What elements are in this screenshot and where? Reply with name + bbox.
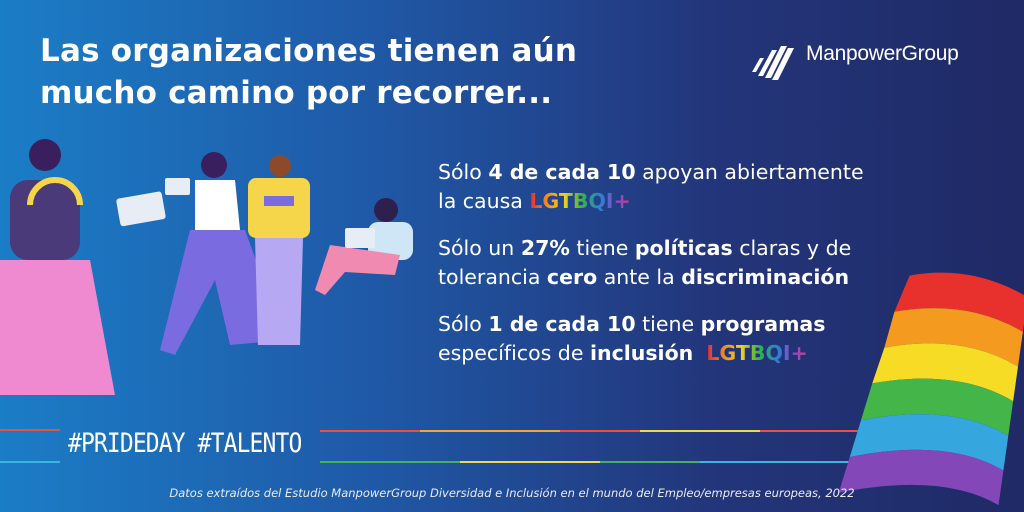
statement-normal: específicos de [438, 312, 832, 365]
title-line: Las organizaciones tienen aún [40, 33, 578, 69]
hashtags: #PRIDEDAY #TALENTO [68, 428, 302, 459]
illustration [0, 139, 413, 395]
statement-normal: Sólo un [438, 236, 521, 260]
title-line: mucho camino por recorrer... [40, 75, 553, 111]
rainbow-lines [0, 429, 870, 463]
statements: Sólo 4 de cada 10 apoyan abiertamente la… [438, 158, 888, 386]
logo: ManpowerGroup [752, 42, 959, 66]
statement-normal: tiene [635, 312, 701, 336]
statement-normal: Sólo [438, 312, 489, 336]
title: Las organizaciones tienen aún mucho cami… [40, 30, 577, 114]
statement: Sólo 4 de cada 10 apoyan abiertamente la… [438, 158, 888, 216]
statement-bold: 4 de cada 10 [488, 160, 636, 184]
statement-bold: inclusión [589, 341, 694, 365]
statement: Sólo un 27% tiene políticas claras y de … [438, 234, 888, 292]
logo-text: ManpowerGroup [806, 42, 959, 65]
statement-bold: cero [546, 265, 598, 289]
statement-normal: apoyan abiertamente la causa [438, 160, 871, 213]
statement-bold: discriminación [681, 265, 850, 289]
statement-bold: programas [700, 312, 826, 336]
statement-rainbow: LGTBQI+ [529, 189, 631, 213]
statement-normal [693, 341, 706, 365]
footnote: Datos extraídos del Estudio ManpowerGrou… [169, 486, 855, 500]
statement-bold: 1 de cada 10 [488, 312, 636, 336]
statement-bold: políticas [634, 236, 733, 260]
statement-normal: claras y de tolerancia [438, 236, 858, 289]
statement-normal: ante la [597, 265, 682, 289]
statement-normal: tiene [569, 236, 635, 260]
statement-rainbow: LGTBQI+ [706, 341, 808, 365]
statement-bold: 27% [520, 236, 570, 260]
statement-normal: Sólo [438, 160, 489, 184]
logo-mark [752, 46, 794, 80]
pride-flag [838, 272, 1024, 506]
statement: Sólo 1 de cada 10 tiene programas especí… [438, 310, 888, 368]
